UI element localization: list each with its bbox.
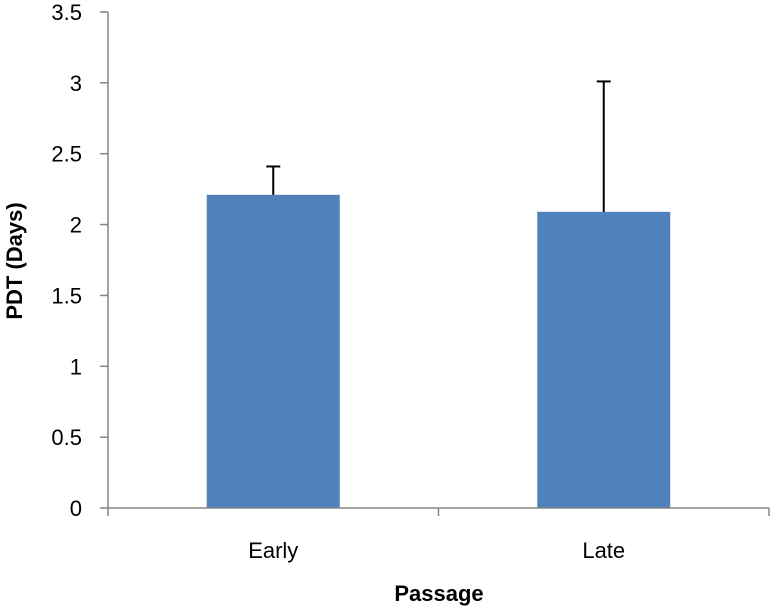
y-tick-label: 3.5 (51, 0, 82, 25)
error-bars (266, 80, 611, 212)
x-axis-title: Passage (394, 581, 483, 606)
x-axis-ticks: Early Late (107, 508, 770, 563)
x-tick-label: Late (582, 538, 625, 563)
y-tick-label: 2.5 (51, 142, 82, 167)
y-tick-label: 1 (70, 354, 82, 379)
bar (206, 194, 340, 508)
y-tick-label: 2 (70, 213, 82, 238)
y-tick-label: 1.5 (51, 283, 82, 308)
y-axis-title: PDT (Days) (2, 202, 27, 319)
y-tick-label: 3 (70, 71, 82, 96)
y-axis-ticks: 0 0.5 1 1.5 2 2.5 3 3.5 (51, 0, 108, 521)
y-tick-label: 0 (70, 496, 82, 521)
y-tick-label: 0.5 (51, 425, 82, 450)
bars (206, 194, 671, 508)
bar (537, 211, 671, 508)
x-tick-label: Early (248, 538, 298, 563)
